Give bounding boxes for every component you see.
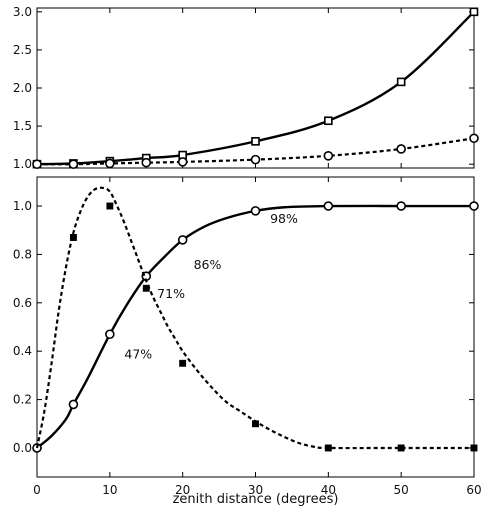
data-point	[177, 157, 188, 167]
y-tick-label: 1.5	[13, 119, 32, 133]
y-tick-label: 3.0	[13, 5, 32, 19]
series-line-1	[36, 204, 474, 449]
data-point	[251, 137, 260, 146]
data-point	[105, 158, 115, 169]
x-tick-label: 20	[175, 483, 190, 497]
data-point	[469, 201, 479, 211]
series-line-2	[35, 186, 474, 450]
y-tick-label: 0.0	[13, 441, 32, 455]
y-tick-label: 0.8	[13, 247, 32, 261]
y-tick-label: 2.0	[13, 81, 32, 95]
x-axis-label: zenith distance (degrees)	[173, 492, 339, 507]
x-tick-label: 40	[321, 483, 336, 497]
data-point	[177, 235, 188, 245]
data-point	[32, 159, 42, 169]
data-point	[323, 201, 334, 211]
data-point	[142, 284, 150, 292]
annotation-label: 71%	[157, 286, 185, 301]
data-point	[252, 420, 259, 428]
x-tick-label: 0	[33, 483, 41, 497]
data-point	[397, 444, 405, 452]
y-tick-label: 0.2	[13, 393, 32, 407]
data-point	[69, 234, 77, 241]
top-panel: 1.0 1.5 2.0 2.5 3.0	[13, 5, 479, 171]
data-point	[105, 329, 115, 340]
y-tick-label: 1.0	[13, 157, 32, 171]
y-tick-label: 0.4	[13, 344, 32, 358]
data-point	[324, 444, 332, 452]
data-point	[250, 154, 261, 165]
data-point	[396, 144, 406, 154]
data-point	[470, 444, 478, 452]
x-tick-label: 30	[248, 483, 263, 497]
data-point	[68, 159, 79, 169]
bottom-panel: 0.0 0.2 0.4 0.6 0.8 1.0 0 10 20 30 40 50 60 47% 71% 86%…	[13, 176, 482, 497]
data-point	[250, 206, 261, 216]
y-tick-label: 0.6	[13, 296, 32, 310]
data-point	[106, 202, 114, 210]
annotation-label: 47%	[124, 346, 152, 361]
series-line-2	[36, 137, 475, 166]
data-point	[179, 359, 187, 367]
data-point	[141, 157, 152, 168]
data-point	[324, 116, 333, 126]
x-tick-label: 10	[102, 483, 117, 497]
plot-frame	[36, 176, 475, 478]
x-tick-label: 60	[466, 483, 481, 497]
y-tick-label: 1.0	[13, 199, 32, 213]
x-tick-label: 50	[394, 483, 409, 497]
annotation-label: 86%	[194, 257, 222, 272]
data-point	[469, 7, 479, 17]
data-point	[68, 399, 79, 410]
data-point	[323, 151, 334, 161]
y-tick-label: 2.5	[13, 43, 32, 57]
annotation-label: 98%	[270, 211, 298, 226]
data-point	[469, 133, 479, 144]
data-point	[396, 77, 406, 87]
data-point	[396, 201, 406, 211]
